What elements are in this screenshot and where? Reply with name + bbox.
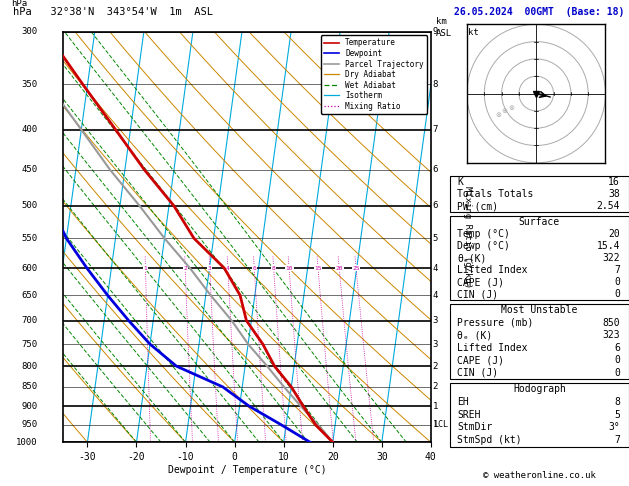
Text: CAPE (J): CAPE (J)	[457, 278, 504, 287]
Text: 550: 550	[21, 234, 37, 243]
Text: ASL: ASL	[436, 29, 452, 38]
Text: 1: 1	[433, 420, 438, 429]
Text: CAPE (J): CAPE (J)	[457, 355, 504, 365]
Text: 950: 950	[21, 420, 37, 429]
Text: 5: 5	[614, 410, 620, 420]
Text: 850: 850	[21, 382, 37, 391]
Text: 600: 600	[21, 263, 37, 273]
Text: 323: 323	[603, 330, 620, 340]
Bar	[450, 304, 629, 379]
Text: Most Unstable: Most Unstable	[501, 306, 577, 315]
Bar	[450, 216, 629, 300]
Text: 38: 38	[608, 189, 620, 199]
Text: 20: 20	[335, 265, 343, 271]
Text: 850: 850	[603, 318, 620, 328]
Text: Surface: Surface	[519, 217, 560, 227]
Text: 6: 6	[252, 265, 256, 271]
Text: $\otimes$: $\otimes$	[508, 103, 516, 112]
Text: 3: 3	[433, 316, 438, 325]
Text: 3: 3	[208, 265, 211, 271]
Text: Lifted Index: Lifted Index	[457, 265, 527, 275]
Text: 10: 10	[286, 265, 293, 271]
Text: CIN (J): CIN (J)	[457, 289, 498, 299]
Text: 8: 8	[433, 80, 438, 88]
Text: 322: 322	[603, 253, 620, 263]
Text: Lifted Index: Lifted Index	[457, 343, 527, 353]
Text: kt: kt	[469, 29, 479, 37]
Text: 16: 16	[608, 177, 620, 187]
Text: 400: 400	[21, 125, 37, 134]
Text: 4: 4	[226, 265, 230, 271]
Text: 4: 4	[433, 263, 438, 273]
Text: 5: 5	[433, 234, 438, 243]
Text: 0: 0	[614, 289, 620, 299]
Text: km: km	[436, 17, 447, 26]
Text: θₑ(K): θₑ(K)	[457, 253, 486, 263]
Text: 6: 6	[433, 201, 438, 210]
Text: 8: 8	[614, 397, 620, 407]
Text: 2.54: 2.54	[596, 201, 620, 211]
Text: 0: 0	[614, 355, 620, 365]
Text: 900: 900	[21, 402, 37, 411]
Text: 0: 0	[614, 278, 620, 287]
Text: K: K	[457, 177, 463, 187]
Text: Pressure (mb): Pressure (mb)	[457, 318, 533, 328]
Text: © weatheronline.co.uk: © weatheronline.co.uk	[483, 470, 596, 480]
Text: 650: 650	[21, 291, 37, 300]
Text: 6: 6	[614, 343, 620, 353]
Text: 800: 800	[21, 362, 37, 371]
Text: 350: 350	[21, 80, 37, 88]
Text: 450: 450	[21, 165, 37, 174]
Text: 500: 500	[21, 201, 37, 210]
Bar	[450, 175, 629, 212]
Text: Dewp (°C): Dewp (°C)	[457, 241, 509, 251]
Text: $\otimes$: $\otimes$	[501, 106, 509, 115]
Text: 2: 2	[183, 265, 187, 271]
Text: 2: 2	[433, 382, 438, 391]
Text: Totals Totals: Totals Totals	[457, 189, 533, 199]
Text: 0: 0	[614, 368, 620, 378]
Text: Mixing Ratio (g/kg): Mixing Ratio (g/kg)	[463, 186, 472, 288]
Text: 15: 15	[314, 265, 322, 271]
Text: hPa: hPa	[11, 0, 27, 8]
Text: 8: 8	[272, 265, 276, 271]
Text: 750: 750	[21, 340, 37, 348]
Text: 4: 4	[433, 291, 438, 300]
Text: 1000: 1000	[16, 438, 37, 447]
Text: StmSpd (kt): StmSpd (kt)	[457, 435, 521, 445]
Text: PW (cm): PW (cm)	[457, 201, 498, 211]
Legend: Temperature, Dewpoint, Parcel Trajectory, Dry Adiabat, Wet Adiabat, Isotherm, Mi: Temperature, Dewpoint, Parcel Trajectory…	[321, 35, 427, 114]
Text: 6: 6	[433, 165, 438, 174]
Text: LCL: LCL	[433, 420, 448, 429]
Text: CIN (J): CIN (J)	[457, 368, 498, 378]
Text: Hodograph: Hodograph	[513, 384, 566, 394]
Text: 26.05.2024  00GMT  (Base: 18): 26.05.2024 00GMT (Base: 18)	[454, 7, 625, 17]
Text: hPa   32°38'N  343°54'W  1m  ASL: hPa 32°38'N 343°54'W 1m ASL	[13, 7, 213, 17]
Text: 2: 2	[433, 362, 438, 371]
Text: 9: 9	[433, 27, 438, 36]
Text: EH: EH	[457, 397, 469, 407]
Text: 7: 7	[614, 435, 620, 445]
Text: θₑ (K): θₑ (K)	[457, 330, 492, 340]
Text: 300: 300	[21, 27, 37, 36]
Text: 1: 1	[143, 265, 147, 271]
Text: 3: 3	[433, 340, 438, 348]
Text: 25: 25	[352, 265, 360, 271]
Text: 15.4: 15.4	[596, 241, 620, 251]
Text: 7: 7	[433, 125, 438, 134]
Text: StmDir: StmDir	[457, 422, 492, 433]
Text: $\otimes$: $\otimes$	[494, 110, 502, 119]
X-axis label: Dewpoint / Temperature (°C): Dewpoint / Temperature (°C)	[167, 465, 326, 475]
Text: 1: 1	[433, 402, 438, 411]
Text: 700: 700	[21, 316, 37, 325]
Text: SREH: SREH	[457, 410, 481, 420]
Text: 3°: 3°	[608, 422, 620, 433]
Text: 7: 7	[614, 265, 620, 275]
Bar	[450, 383, 629, 447]
Text: 20: 20	[608, 229, 620, 239]
Text: Temp (°C): Temp (°C)	[457, 229, 509, 239]
